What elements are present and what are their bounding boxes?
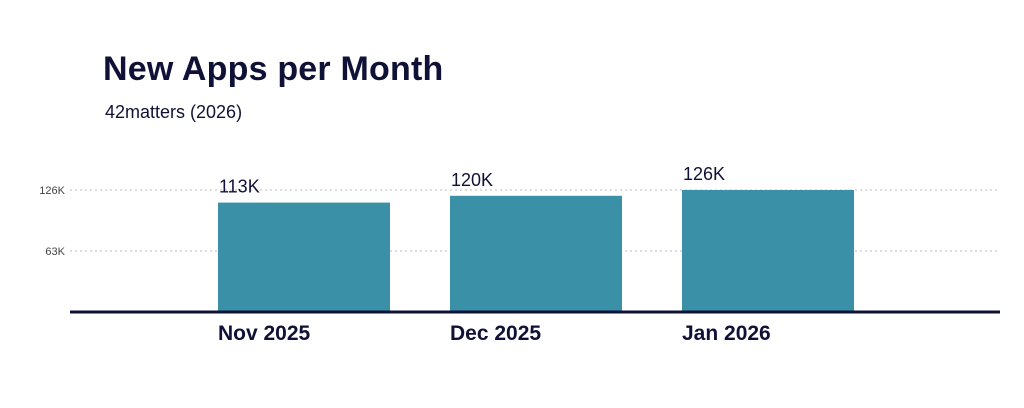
- bar-value-label: 113K: [219, 177, 260, 197]
- chart-subtitle: 42matters (2026): [105, 102, 243, 122]
- chart-title: New Apps per Month: [103, 50, 444, 88]
- x-tick-label: Nov 2025: [218, 322, 311, 345]
- bars: 113K Nov 2025 120K Dec 2025 126K Jan 2026: [218, 164, 854, 345]
- bar-value-label: 120K: [451, 170, 493, 190]
- y-tick-label: 126K: [39, 185, 65, 197]
- bar: [218, 202, 390, 312]
- bar: [450, 195, 622, 312]
- y-tick-label: 63K: [45, 246, 65, 258]
- bar-value-label: 126K: [683, 164, 725, 184]
- x-tick-label: Jan 2026: [682, 322, 771, 345]
- x-tick-label: Dec 2025: [450, 322, 541, 345]
- bar: [682, 190, 854, 312]
